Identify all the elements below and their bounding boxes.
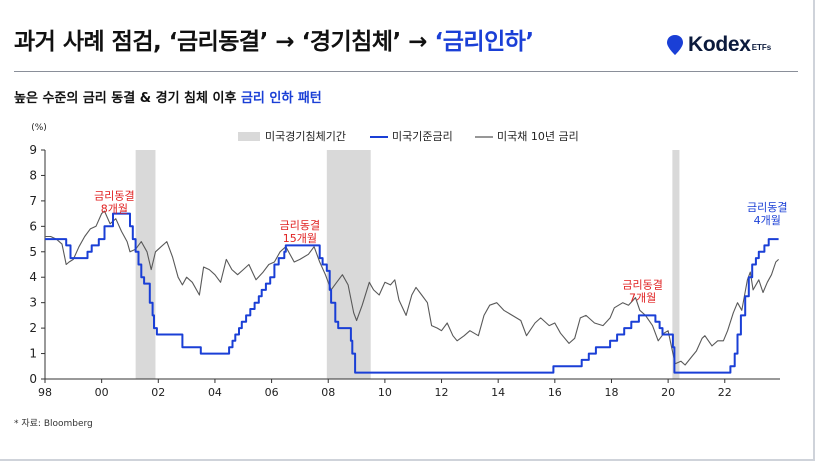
logo-sub: ETFs <box>751 43 772 52</box>
annotation-line: 7개월 <box>629 292 656 305</box>
y-tick-label: 4 <box>29 270 37 284</box>
y-tick-label: 5 <box>29 245 37 259</box>
y-tick-label: 2 <box>29 321 37 335</box>
y-axis-unit: (%) <box>31 123 47 133</box>
logo-brand: Kodex <box>688 33 751 56</box>
x-tick-label: 04 <box>208 386 222 399</box>
annotation-line: 금리동결 <box>280 219 320 232</box>
annotation-line: 8개월 <box>101 203 128 216</box>
subtitle: 높은 수준의 금리 동결 & 경기 침체 이후 금리 인하 패턴 <box>14 87 322 106</box>
y-tick-label: 8 <box>29 168 37 182</box>
legend-label-treasury: 미국채 10년 금리 <box>497 130 579 143</box>
annotation-line: 금리동결 <box>747 201 787 214</box>
recession-band-2 <box>672 150 680 379</box>
annotation-0: 금리동결 8개월 <box>94 190 134 216</box>
location-pin-icon <box>667 35 683 55</box>
subtitle-main: 높은 수준의 금리 동결 & 경기 침체 이후 <box>14 91 241 106</box>
annotation-2: 금리동결 7개월 <box>622 279 662 305</box>
x-tick-label: 12 <box>435 386 449 399</box>
recession-bands <box>135 150 680 379</box>
x-tick-label: 06 <box>265 386 279 399</box>
x-tick-label: 18 <box>604 386 618 399</box>
chart-legend: 미국경기침체기간 미국기준금리 미국채 10년 금리 <box>238 130 579 143</box>
legend-label-recession: 미국경기침체기간 <box>265 130 346 143</box>
annotation-line: 금리동결 <box>94 190 134 203</box>
y-tick-label: 9 <box>29 143 37 157</box>
x-tick-label: 20 <box>661 386 675 399</box>
x-tick-label: 22 <box>718 386 732 399</box>
page-title: 과거 사례 점검, ‘금리동결’ → ‘경기침체’ → ‘금리인하’ <box>14 22 534 56</box>
x-tick-label: 10 <box>378 386 392 399</box>
subtitle-highlight: 금리 인하 패턴 <box>240 91 322 106</box>
annotation-line: 4개월 <box>754 214 781 227</box>
x-tick-label: 16 <box>548 386 562 399</box>
title-highlight: ‘금리인하’ <box>434 29 535 55</box>
series-line-0 <box>45 212 779 374</box>
x-tick-label: 02 <box>151 386 165 399</box>
header-divider <box>14 71 798 72</box>
x-tick-label: 98 <box>38 386 52 399</box>
annotation-line: 15개월 <box>283 232 317 245</box>
legend-label-policy-rate: 미국기준금리 <box>392 130 453 143</box>
kodex-logo: Kodex ETFs <box>666 34 771 56</box>
y-tick-label: 0 <box>29 372 37 386</box>
annotation-3: 금리동결 4개월 <box>747 201 787 227</box>
title-main: 과거 사례 점검, ‘금리동결’ → ‘경기침체’ → <box>14 29 435 55</box>
annotation-line: 금리동결 <box>622 279 662 292</box>
annotation-1: 금리동결 15개월 <box>280 219 320 245</box>
y-tick-label: 3 <box>29 296 37 310</box>
x-tick-label: 00 <box>95 386 109 399</box>
y-tick-label: 6 <box>29 219 37 233</box>
recession-band-0 <box>135 150 156 379</box>
legend-swatch-recession <box>238 132 260 141</box>
y-tick-label: 7 <box>29 194 37 208</box>
source-note: * 자료: Bloomberg <box>14 419 93 429</box>
x-tick-label: 08 <box>321 386 335 399</box>
recession-band-1 <box>326 150 371 379</box>
y-tick-label: 1 <box>29 347 37 361</box>
chart-lines <box>45 210 779 374</box>
x-tick-label: 14 <box>491 386 505 399</box>
